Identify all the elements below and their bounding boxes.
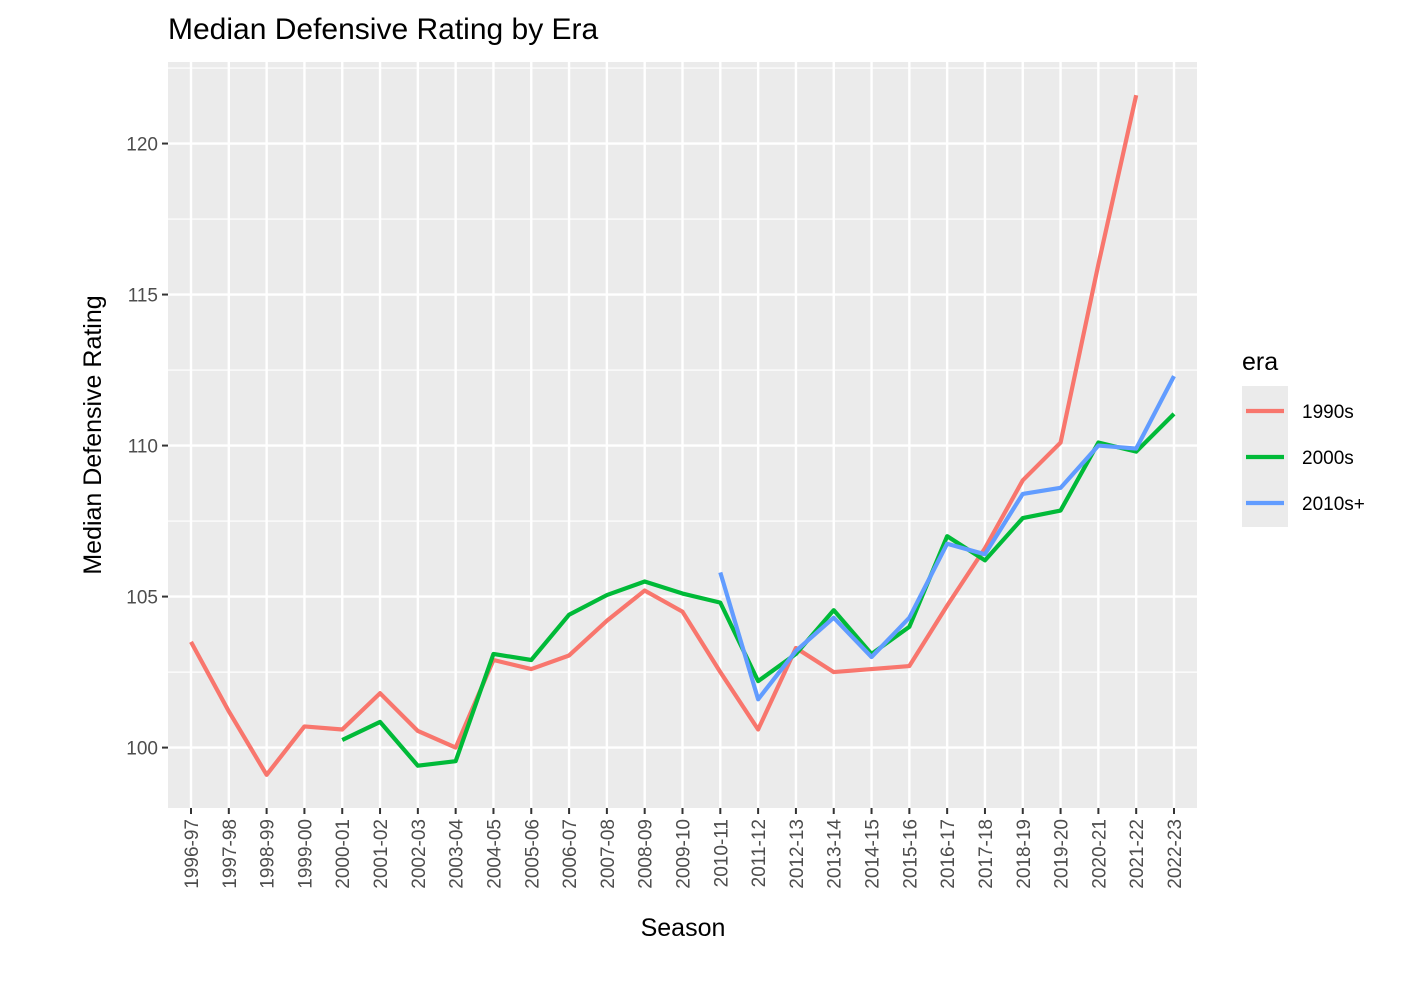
- x-tick-label: 2000-01: [333, 819, 354, 889]
- x-tick-label: 2011-12: [749, 819, 770, 887]
- series-lines: [189, 94, 1176, 777]
- x-tick-label: 2016-17: [938, 819, 959, 889]
- x-tick-label: 2003-04: [447, 819, 468, 889]
- series-line-2000s: [341, 412, 1176, 768]
- y-tick-label: 115: [128, 286, 158, 307]
- x-tick-label: 2001-02: [371, 819, 392, 889]
- y-tick-label: 110: [128, 437, 158, 458]
- x-tick-label: 2005-06: [522, 819, 543, 889]
- x-axis-title: Season: [641, 914, 726, 942]
- x-tick-label: 2008-09: [636, 819, 657, 889]
- x-tick-label: 2007-08: [598, 819, 619, 889]
- x-tick-label: 2006-07: [560, 819, 581, 889]
- x-tick-label: 2022-23: [1165, 819, 1186, 889]
- y-axis-title: Median Defensive Rating: [79, 295, 107, 574]
- x-tick-label: 2020-21: [1089, 819, 1110, 889]
- x-tick-label: 2013-14: [825, 819, 846, 889]
- x-tick-label: 2002-03: [409, 819, 430, 889]
- x-tick-label: 2004-05: [484, 819, 505, 889]
- x-tick-label: 1998-99: [258, 819, 279, 889]
- series-line-2010s: [718, 375, 1176, 702]
- x-axis: 1996-97 1997-98 1998-99 1999-00 2000-01 2001-…: [182, 808, 1186, 889]
- x-tick-label: 2015-16: [900, 819, 921, 889]
- major-gridlines: [168, 62, 1197, 808]
- x-tick-label: 2014-15: [863, 819, 884, 889]
- x-tick-label: 2012-13: [787, 819, 808, 889]
- x-tick-label: 2009-10: [674, 819, 695, 889]
- x-tick-label: 1997-98: [220, 819, 241, 889]
- y-tick-label: 100: [126, 739, 158, 760]
- legend-label-1990s: 1990s: [1302, 402, 1354, 423]
- y-tick-label: 120: [126, 135, 158, 156]
- legend-label-2000s: 2000s: [1302, 448, 1354, 469]
- chart-title: Median Defensive Rating by Era: [168, 13, 599, 46]
- x-tick-label: 1996-97: [182, 819, 203, 889]
- x-tick-label: 2018-19: [1014, 819, 1035, 889]
- x-tick-label: 2019-20: [1052, 819, 1073, 889]
- legend-title: era: [1242, 348, 1278, 376]
- x-tick-label: 1999-00: [295, 819, 316, 889]
- legend: era 1990s 2000s 2010s+: [1242, 348, 1365, 527]
- y-tick-label: 105: [126, 588, 158, 609]
- y-axis: 100 105 110 115 120: [126, 135, 168, 760]
- x-tick-label: 2010-11: [711, 819, 732, 887]
- x-tick-label: 2017-18: [976, 819, 997, 889]
- legend-label-2010s: 2010s+: [1302, 494, 1365, 515]
- x-tick-label: 2021-22: [1127, 819, 1148, 889]
